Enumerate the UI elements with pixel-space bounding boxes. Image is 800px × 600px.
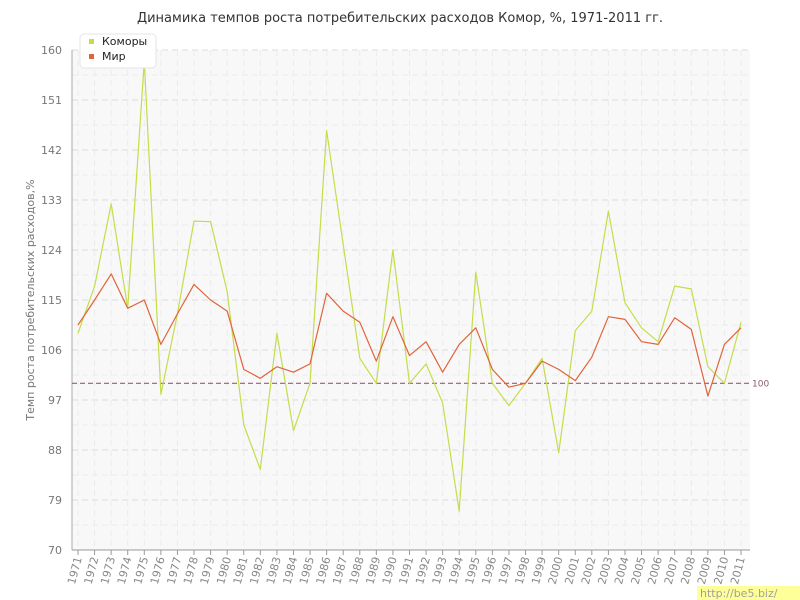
y-tick-label: 133 — [41, 194, 62, 207]
y-tick-label: 79 — [48, 494, 62, 507]
watermark: http://be5.biz/ — [697, 586, 800, 600]
y-tick-label: 97 — [48, 394, 62, 407]
reference-line-group: 100 — [72, 379, 769, 389]
y-tick-label: 160 — [41, 44, 62, 57]
y-tick-labels: 70 79 88 97 106 115 124 133 142 151 160 — [41, 44, 62, 557]
watermark-bg — [697, 586, 800, 600]
series-line-1 — [77, 60, 742, 512]
x-tick-labels: 1971197219731974197519761977197819791980… — [65, 555, 748, 585]
series-lines — [77, 60, 742, 512]
series-line-2 — [77, 273, 742, 397]
y-tick-label: 142 — [41, 144, 62, 157]
legend[interactable]: Коморы Мир — [79, 33, 157, 69]
y-axis-label: Темп роста потребительских расходов,% — [24, 179, 37, 421]
chart-title: Динамика темпов роста потребительских ра… — [137, 11, 663, 26]
y-tick-label: 115 — [41, 294, 62, 307]
reference-line-label: 100 — [752, 379, 769, 389]
y-tick-label: 88 — [48, 444, 62, 457]
watermark-text: http://be5.biz/ — [700, 587, 778, 600]
axes — [71, 50, 750, 555]
y-tick-label: 151 — [41, 94, 62, 107]
legend-marker — [89, 54, 94, 59]
y-tick-label: 124 — [41, 244, 62, 257]
x-tick-label: 2011 — [728, 555, 748, 585]
y-tick-label: 70 — [48, 544, 62, 557]
legend-label[interactable]: Мир — [102, 50, 126, 63]
legend-label[interactable]: Коморы — [102, 35, 147, 48]
y-tick-label: 106 — [41, 344, 62, 357]
legend-box — [79, 33, 157, 69]
legend-marker — [89, 39, 94, 44]
